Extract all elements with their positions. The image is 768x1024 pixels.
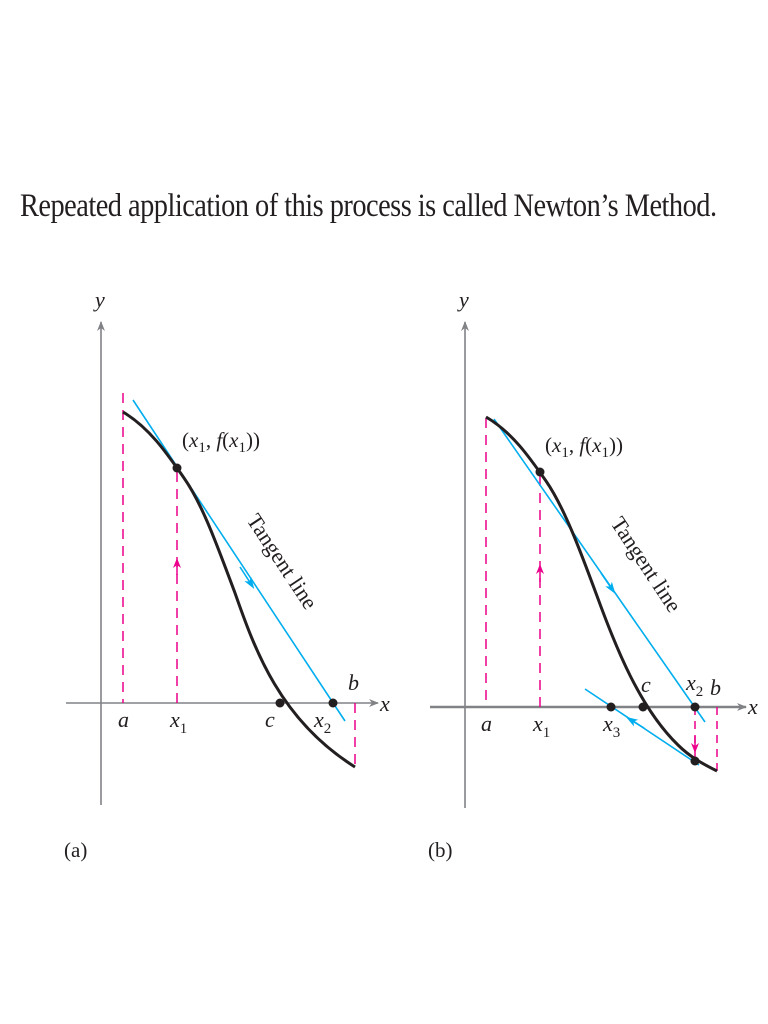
x2-point xyxy=(690,702,700,712)
label-x1: x1 xyxy=(169,707,187,737)
label-c: c xyxy=(265,707,275,732)
tangent-arrow xyxy=(600,572,616,594)
label-x1: x1 xyxy=(532,711,550,741)
x-axis-label: x xyxy=(747,694,758,719)
label-x2: x2 xyxy=(313,707,331,737)
function-curve xyxy=(485,415,718,773)
y-axis-label: y xyxy=(93,287,105,312)
tangent-arrow xyxy=(239,566,255,590)
root-c-point xyxy=(638,702,648,712)
panel-b: y x a b c x1 x2 x3 (x1, f(x1)) Tangent l… xyxy=(428,287,758,862)
point-x1-fx1 xyxy=(535,467,545,477)
y-axis-label: y xyxy=(457,287,469,312)
point-label: (x1, f(x1)) xyxy=(182,428,260,456)
tangent-line-label: Tangent line xyxy=(606,512,687,617)
label-x3: x3 xyxy=(602,711,620,741)
heading: Repeated application of this process is … xyxy=(20,188,717,224)
tangent-line xyxy=(132,399,346,722)
caption-b: (b) xyxy=(428,838,453,862)
point-x1-fx1 xyxy=(172,463,182,473)
x2-point xyxy=(328,698,338,708)
label-b: b xyxy=(710,675,721,700)
tangent-line-label: Tangent line xyxy=(242,509,323,614)
label-a: a xyxy=(481,711,492,736)
x-axis-label: x xyxy=(379,691,390,716)
root-c-point xyxy=(275,698,285,708)
label-b: b xyxy=(348,670,359,695)
second-tangent-arrow xyxy=(625,716,645,729)
label-a: a xyxy=(118,707,129,732)
label-x2: x2 xyxy=(685,670,703,700)
tangent-line xyxy=(493,418,706,723)
function-curve xyxy=(122,410,356,769)
point-label: (x1, f(x1)) xyxy=(545,433,623,461)
caption-a: (a) xyxy=(64,838,87,862)
label-c: c xyxy=(641,672,651,697)
panel-a: y x a b c x1 x2 (x1, f(x1)) Tangent line… xyxy=(64,287,390,862)
point-x2-fx2 xyxy=(690,756,700,766)
x3-point xyxy=(606,702,616,712)
